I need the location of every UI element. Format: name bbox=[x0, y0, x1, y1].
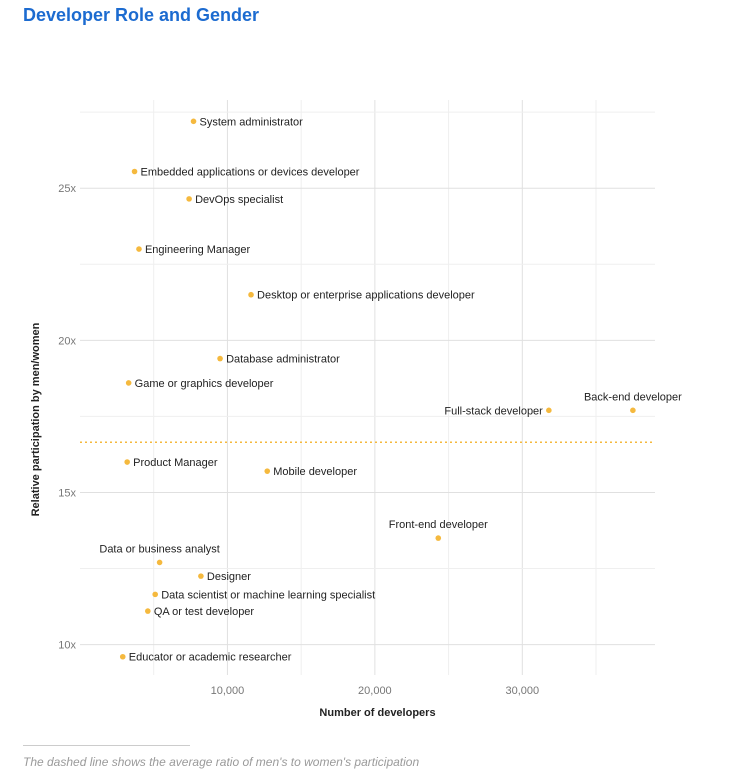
data-point[interactable] bbox=[136, 246, 142, 252]
scatter-chart: 10,000 20,000 30,000 10x 15x 20x 25x System ad… bbox=[30, 100, 682, 719]
point-label: Full-stack developer bbox=[444, 405, 543, 417]
data-point[interactable] bbox=[435, 535, 442, 541]
data-point[interactable] bbox=[145, 608, 151, 614]
data-point[interactable] bbox=[119, 653, 126, 660]
y-axis-title: Relative participation by men/women bbox=[30, 322, 42, 516]
point-label: Engineering Manager bbox=[145, 244, 251, 256]
footnote: The dashed line shows the average ratio … bbox=[23, 755, 420, 769]
data-point[interactable] bbox=[630, 407, 636, 414]
x-tick-label: 20,000 bbox=[358, 685, 392, 697]
data-point[interactable] bbox=[125, 380, 132, 386]
y-tick-label: 25x bbox=[58, 183, 76, 195]
point-label: Data scientist or machine learning speci… bbox=[161, 589, 375, 601]
point-label: Product Manager bbox=[133, 457, 218, 469]
data-point[interactable] bbox=[248, 291, 254, 298]
data-point[interactable] bbox=[546, 407, 552, 414]
data-point[interactable] bbox=[198, 573, 204, 579]
point-label: Desktop or enterprise applications devel… bbox=[257, 290, 475, 302]
point-label: Embedded applications or devices develop… bbox=[141, 166, 360, 178]
x-tick-label: 10,000 bbox=[211, 685, 245, 697]
point-label: Data or business analyst bbox=[99, 543, 219, 555]
point-label: System administrator bbox=[200, 116, 304, 128]
data-point[interactable] bbox=[190, 118, 197, 125]
data-points: System administrator Embedded application… bbox=[99, 116, 682, 663]
point-label: Mobile developer bbox=[273, 466, 357, 478]
data-point[interactable] bbox=[217, 355, 223, 362]
point-label: Database administrator bbox=[226, 354, 340, 366]
footnote-divider bbox=[23, 745, 190, 746]
point-label: Educator or academic researcher bbox=[129, 652, 292, 664]
point-label: Front-end developer bbox=[389, 519, 488, 531]
point-label: Back-end developer bbox=[584, 391, 682, 403]
point-label: Designer bbox=[207, 571, 251, 583]
y-tick-label: 15x bbox=[58, 487, 76, 499]
tick-labels: 10,000 20,000 30,000 10x 15x 20x 25x bbox=[58, 183, 539, 697]
point-label: Game or graphics developer bbox=[135, 378, 274, 390]
data-point[interactable] bbox=[131, 168, 138, 175]
data-point[interactable] bbox=[186, 196, 192, 202]
point-label: QA or test developer bbox=[154, 606, 255, 618]
data-point[interactable] bbox=[124, 459, 130, 465]
y-tick-label: 10x bbox=[58, 640, 76, 652]
data-point[interactable] bbox=[152, 591, 158, 598]
data-point[interactable] bbox=[156, 559, 163, 566]
x-tick-label: 30,000 bbox=[505, 685, 539, 697]
chart-title: Developer Role and Gender bbox=[23, 5, 260, 25]
data-point[interactable] bbox=[264, 468, 271, 474]
x-axis-title: Number of developers bbox=[319, 707, 435, 719]
y-tick-label: 20x bbox=[58, 335, 76, 347]
grid-lines bbox=[80, 100, 655, 675]
point-label: DevOps specialist bbox=[195, 194, 283, 206]
